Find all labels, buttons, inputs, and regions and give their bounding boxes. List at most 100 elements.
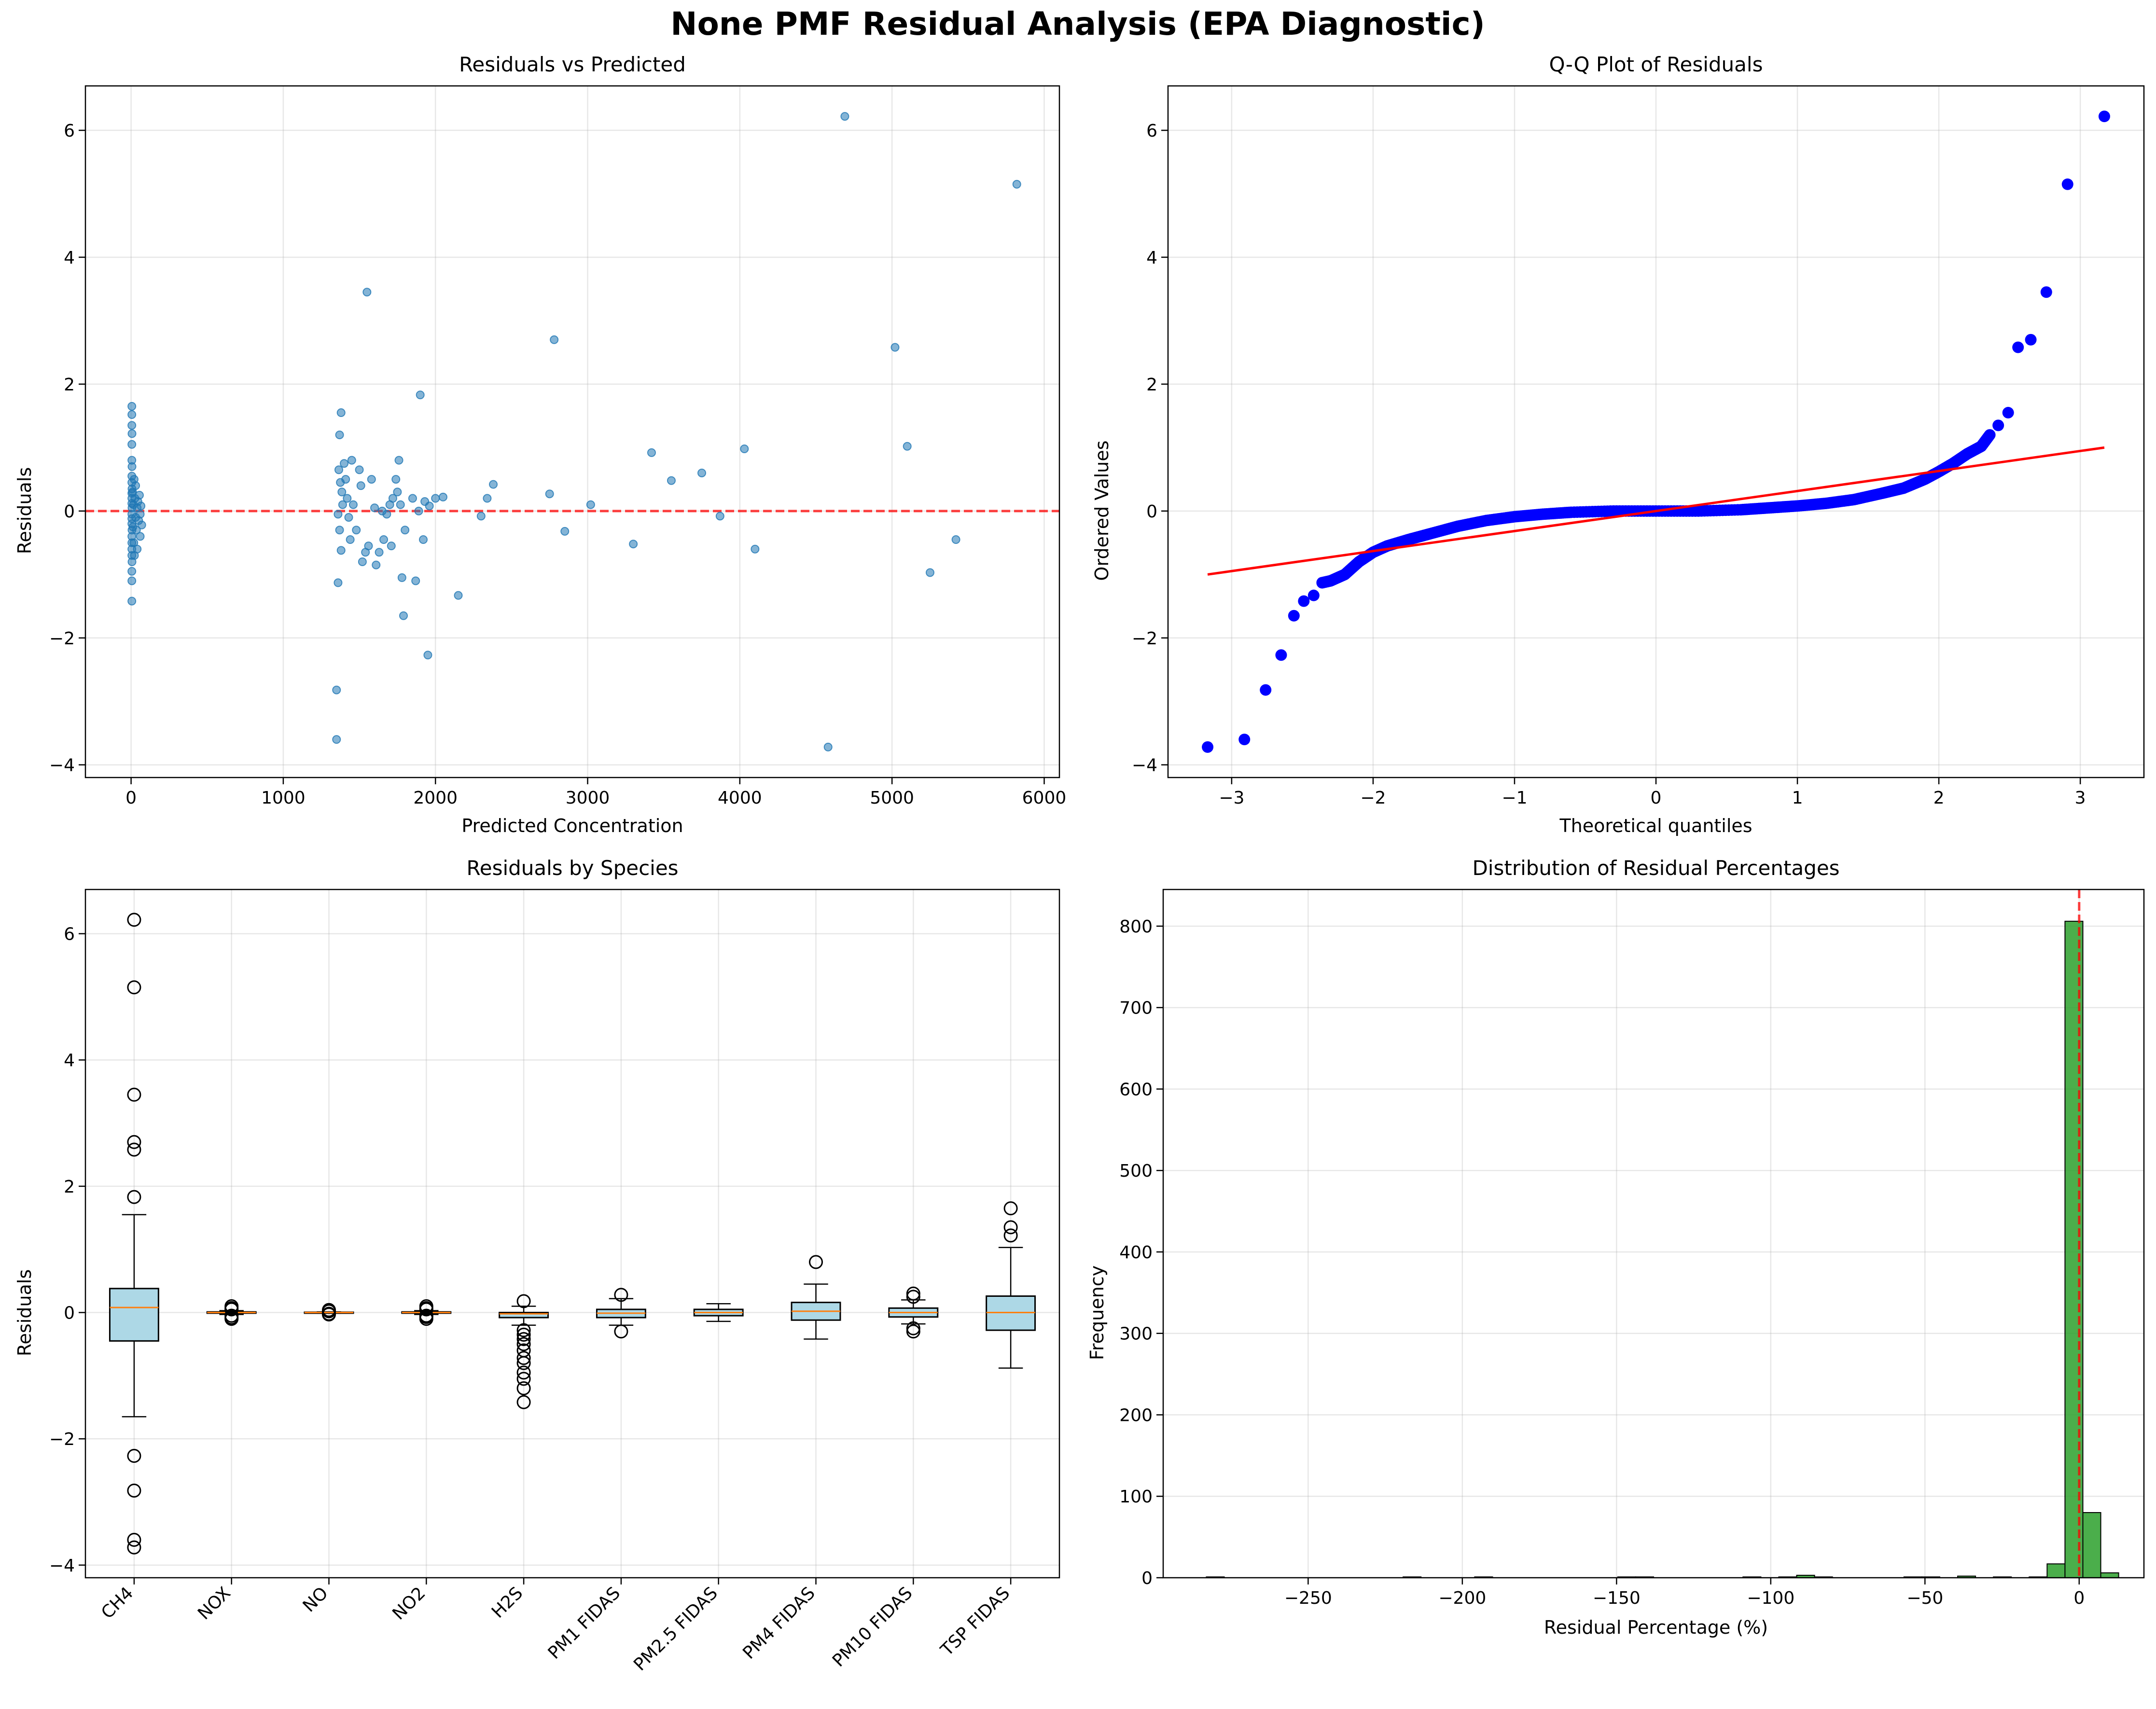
y-tick-label: 0	[1146, 502, 1157, 522]
x-tick-label: 1	[1792, 788, 1803, 808]
y-tick-label: 6	[1146, 121, 1157, 141]
outlier-point	[127, 1135, 141, 1149]
scatter-point	[545, 489, 554, 499]
x-tick-label: 4000	[718, 788, 762, 808]
scatter-point	[823, 742, 833, 751]
scatter-point	[127, 402, 137, 411]
x-tick-label: −2	[1360, 788, 1386, 808]
x-tick-label: 0	[2073, 1588, 2085, 1608]
y-tick-label: 4	[1146, 248, 1157, 268]
scatter-point	[399, 611, 408, 620]
y-axis-label: Frequency	[1086, 1265, 1108, 1360]
box-tsp-fidas	[986, 1201, 1036, 1369]
y-tick-label: 6	[64, 121, 75, 141]
histogram-bar	[2100, 1572, 2119, 1578]
y-tick-label: 700	[1119, 999, 1153, 1018]
outlier-point	[906, 1290, 920, 1304]
x-category-grid	[133, 889, 1012, 1578]
scatter-point	[131, 481, 140, 490]
outlier-point	[516, 1327, 531, 1342]
outlier-point	[224, 1302, 239, 1317]
qq-plot-panel: Q-Q Plot of Residuals Theoretical quanti…	[1091, 53, 2145, 836]
scatter-point	[388, 494, 397, 503]
outlier-point	[127, 913, 141, 927]
scatter-point	[132, 526, 141, 535]
scatter-point	[454, 591, 463, 600]
outlier-point	[516, 1351, 531, 1365]
y-axis-label: Residuals	[14, 1269, 35, 1356]
x-tick-label: −200	[1438, 1588, 1486, 1608]
scatter-point	[414, 506, 423, 515]
box-nox	[206, 1299, 257, 1326]
y-tick-label: −4	[49, 756, 75, 776]
scatter-point	[697, 468, 707, 477]
scatter-point	[362, 288, 372, 297]
qq-point	[1202, 741, 1214, 753]
outlier-point	[516, 1372, 531, 1386]
qq-point	[1298, 595, 1310, 607]
scatter-point	[367, 475, 376, 484]
y-tick-label: 200	[1119, 1405, 1153, 1425]
histogram-bar	[2046, 1563, 2066, 1579]
y-axis-label: Residuals	[14, 467, 35, 554]
scatter-point	[1012, 180, 1021, 189]
scatter-point	[425, 501, 434, 511]
outlier-point	[127, 1190, 141, 1204]
scatter-point	[431, 494, 440, 503]
scatter-point	[341, 475, 350, 484]
y-tick-label: 0	[64, 502, 75, 522]
y-tick-label: 6	[64, 925, 75, 945]
outlier-point	[516, 1365, 531, 1380]
scatter-point	[127, 462, 137, 471]
outlier-point	[127, 980, 141, 995]
outlier-point	[906, 1324, 920, 1339]
qq-point	[2040, 286, 2052, 298]
y-tick-label: 300	[1119, 1324, 1153, 1344]
outlier-point	[1003, 1228, 1018, 1243]
scatter-point	[629, 540, 638, 549]
y-tick-label: 2	[64, 1177, 75, 1197]
outlier-point	[127, 1449, 141, 1463]
x-tick-label: −100	[1747, 1588, 1794, 1608]
scatter-point	[346, 535, 355, 544]
y-tick-label: −2	[49, 1430, 75, 1449]
outlier-point	[127, 1087, 141, 1102]
scatter-point	[127, 576, 137, 585]
scatter-point	[391, 475, 401, 484]
scatter-point	[396, 500, 405, 509]
x-tick-label: 6000	[1022, 788, 1067, 808]
scatter-point	[332, 735, 341, 744]
iqr-box	[499, 1312, 549, 1319]
scatter-point	[397, 573, 406, 582]
scatter-point	[890, 343, 900, 352]
scatter-point	[364, 542, 373, 551]
qq-points	[1202, 111, 2110, 753]
y-axis-label: Ordered Values	[1091, 441, 1113, 581]
scatter-point	[127, 440, 137, 449]
x-tick-label: 0	[1651, 788, 1662, 808]
scatter-point	[751, 544, 760, 554]
ticks: 0 1000 2000 3000 4000 5000 6000 −4 −2 0 2 4 6	[49, 121, 1066, 808]
y-tick-label: 2	[64, 375, 75, 395]
scatter-point	[370, 503, 379, 513]
box-no	[304, 1303, 354, 1321]
panel-title: Residuals by Species	[466, 856, 678, 880]
outlier-point	[516, 1294, 531, 1308]
x-axis-label: Theoretical quantiles	[1559, 815, 1752, 836]
scatter-point	[438, 492, 447, 501]
scatter-point	[335, 431, 344, 440]
outlier-point	[906, 1286, 920, 1301]
scatter-point	[137, 501, 146, 511]
scatter-point	[338, 500, 347, 509]
y-tick-label: 600	[1119, 1080, 1153, 1099]
outlier-point	[516, 1323, 531, 1337]
scatter-point	[489, 480, 498, 489]
panel-title: Q-Q Plot of Residuals	[1549, 53, 1763, 76]
scatter-point	[740, 444, 749, 453]
scatter-point	[334, 510, 343, 519]
box-ch4	[109, 913, 159, 1555]
scatter-point	[343, 494, 352, 503]
y-tick-label: 100	[1119, 1487, 1153, 1507]
qq-point	[2061, 178, 2073, 190]
